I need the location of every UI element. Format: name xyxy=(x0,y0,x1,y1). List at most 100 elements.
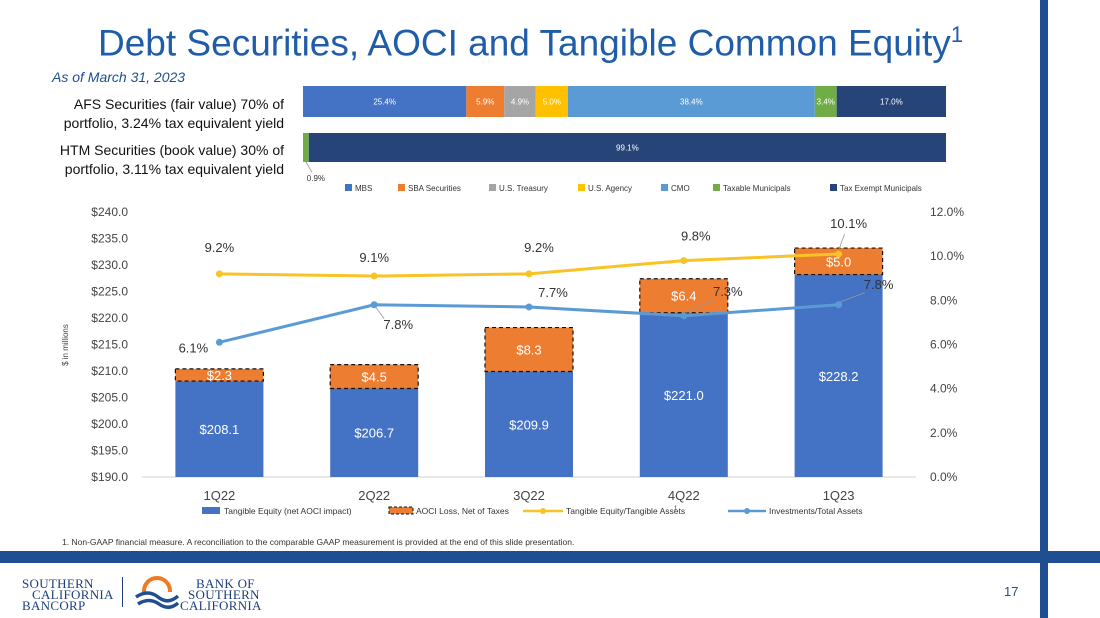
investments-ratio-point xyxy=(525,303,533,311)
te-ratio-label: 9.8% xyxy=(681,229,711,244)
te-ratio-point xyxy=(680,257,688,265)
logo-line: BANK OF xyxy=(196,576,255,591)
te-ratio-point xyxy=(835,250,843,258)
te-ratio-point xyxy=(215,270,223,278)
right-accent-bar xyxy=(1040,0,1048,618)
te-ratio-point xyxy=(370,272,378,280)
page-title: Debt Securities, AOCI and Tangible Commo… xyxy=(98,22,964,64)
logo-line: SOUTHERN xyxy=(188,587,260,602)
y2-tick-label: 10.0% xyxy=(930,249,964,263)
mix-legend-label: U.S. Treasury xyxy=(499,184,548,193)
tangible-equity-label: $206.7 xyxy=(354,426,394,441)
mix-bar-segment xyxy=(535,86,568,117)
investments-ratio-point xyxy=(370,301,378,309)
tangible-equity-bar xyxy=(639,312,728,477)
te-ratio-label: 9.2% xyxy=(205,240,235,255)
legend-swatch xyxy=(388,506,414,515)
investments-ratio-label: 7.8% xyxy=(864,277,894,292)
y-tick-label: $200.0 xyxy=(91,417,128,431)
investments-ratio-point xyxy=(215,338,223,346)
x-tick-label: 2Q22 xyxy=(358,488,390,503)
y2-tick-label: 0.0% xyxy=(930,470,958,484)
y-tick-label: $190.0 xyxy=(91,470,128,484)
mix-data-label: 3.4% xyxy=(817,98,835,107)
mix-data-label: 99.1% xyxy=(616,144,639,153)
y-tick-label: $240.0 xyxy=(91,205,128,219)
investments-ratio-label: 7.8% xyxy=(383,317,413,332)
aoci-label: $5.0 xyxy=(826,254,851,269)
aoci-label: $4.5 xyxy=(362,370,387,385)
mix-bar-segment xyxy=(303,133,309,162)
mix-bar-segment xyxy=(308,133,946,162)
mix-legend-label: MBS xyxy=(355,184,372,193)
tangible-equity-label: $209.9 xyxy=(509,417,549,432)
mix-data-label: 4.9% xyxy=(511,98,529,107)
y-axis-title: $ in millions xyxy=(61,324,70,366)
logo-divider xyxy=(122,577,123,607)
mix-bar-segment xyxy=(466,86,505,117)
mix-bar-segment xyxy=(504,86,536,117)
leader-line xyxy=(375,307,385,319)
logo-line: BANCORP xyxy=(22,598,86,613)
logo-line: CALIFORNIA xyxy=(32,587,114,602)
tangible-equity-bar xyxy=(330,388,419,477)
mix-legend-label: Tax Exempt Municipals xyxy=(840,184,922,193)
leader-line xyxy=(685,299,714,314)
y-tick-label: $215.0 xyxy=(91,338,128,352)
legend-label: Tangible Equity (net AOCI impact) xyxy=(224,506,352,516)
aoci-bar xyxy=(484,326,574,373)
legend-swatch xyxy=(540,508,546,514)
tangible-equity-label: $221.0 xyxy=(664,388,704,403)
aoci-bar xyxy=(329,364,419,390)
mix-bar-segment xyxy=(814,86,837,117)
mix-legend-label: SBA Securities xyxy=(408,184,461,193)
legend-swatch xyxy=(398,184,405,191)
y-tick-label: $230.0 xyxy=(91,258,128,272)
tangible-equity-bar xyxy=(175,381,264,477)
investments-ratio-point xyxy=(680,312,688,320)
investments-ratio-point xyxy=(835,301,843,309)
y-tick-label: $195.0 xyxy=(91,444,128,458)
aoci-bar xyxy=(639,278,729,314)
mix-leader-line xyxy=(305,161,313,173)
x-tick-label: 3Q22 xyxy=(513,488,545,503)
htm-segment-label: HTM Securities (book value) 30% of portf… xyxy=(59,142,284,177)
legend-swatch xyxy=(744,508,750,514)
logo-line: CALIFORNIA xyxy=(180,598,262,613)
x-tick-label: 1Q22 xyxy=(203,488,235,503)
aoci-label: $6.4 xyxy=(671,289,696,304)
logo-line: SOUTHERN xyxy=(22,576,94,591)
page-number: 17 xyxy=(1004,584,1019,599)
portfolio-mix-chart: 25.4% 5.9% 4.9% 5.0% 38.4% 3.4% 17.0% 0.9% 99.1%… xyxy=(303,86,946,193)
aoci-bar xyxy=(174,368,264,382)
legend-swatch xyxy=(345,184,352,191)
bank-logo: BANK OF SOUTHERN CALIFORNIA xyxy=(180,576,290,613)
te-ratio-point xyxy=(525,270,533,278)
legend-swatch xyxy=(713,184,720,191)
te-ratio-label: 9.2% xyxy=(524,240,554,255)
aoci-label: $2.3 xyxy=(207,368,232,383)
mix-data-label: 38.4% xyxy=(680,98,703,107)
mix-bar-segment xyxy=(303,86,467,117)
y2-tick-label: 4.0% xyxy=(930,382,958,396)
mix-data-label: 5.9% xyxy=(476,98,494,107)
aoci-label: $8.3 xyxy=(516,343,541,358)
y-tick-label: $235.0 xyxy=(91,232,128,246)
mix-data-label: 25.4% xyxy=(373,98,396,107)
footnote: 1. Non-GAAP financial measure. A reconci… xyxy=(62,537,575,547)
mix-bar-segment xyxy=(836,86,946,117)
te-ratio-label: 10.1% xyxy=(830,216,867,231)
y2-tick-label: 8.0% xyxy=(930,293,958,307)
afs-segment-label: AFS Securities (fair value) 70% of portf… xyxy=(63,96,284,131)
mix-legend-label: U.S. Agency xyxy=(588,184,632,193)
tangible-equity-bar xyxy=(485,371,573,477)
legend-swatch xyxy=(202,507,220,514)
as-of-date: As of March 31, 2023 xyxy=(52,69,186,85)
bank-logo-mark-icon xyxy=(135,576,180,609)
investments-ratio-label: 6.1% xyxy=(179,340,209,355)
legend-swatch xyxy=(830,184,837,191)
y2-tick-label: 12.0% xyxy=(930,205,964,219)
mix-data-label: 5.0% xyxy=(543,98,561,107)
mix-data-label: 0.9% xyxy=(307,174,325,183)
footer-bar xyxy=(0,551,1100,563)
